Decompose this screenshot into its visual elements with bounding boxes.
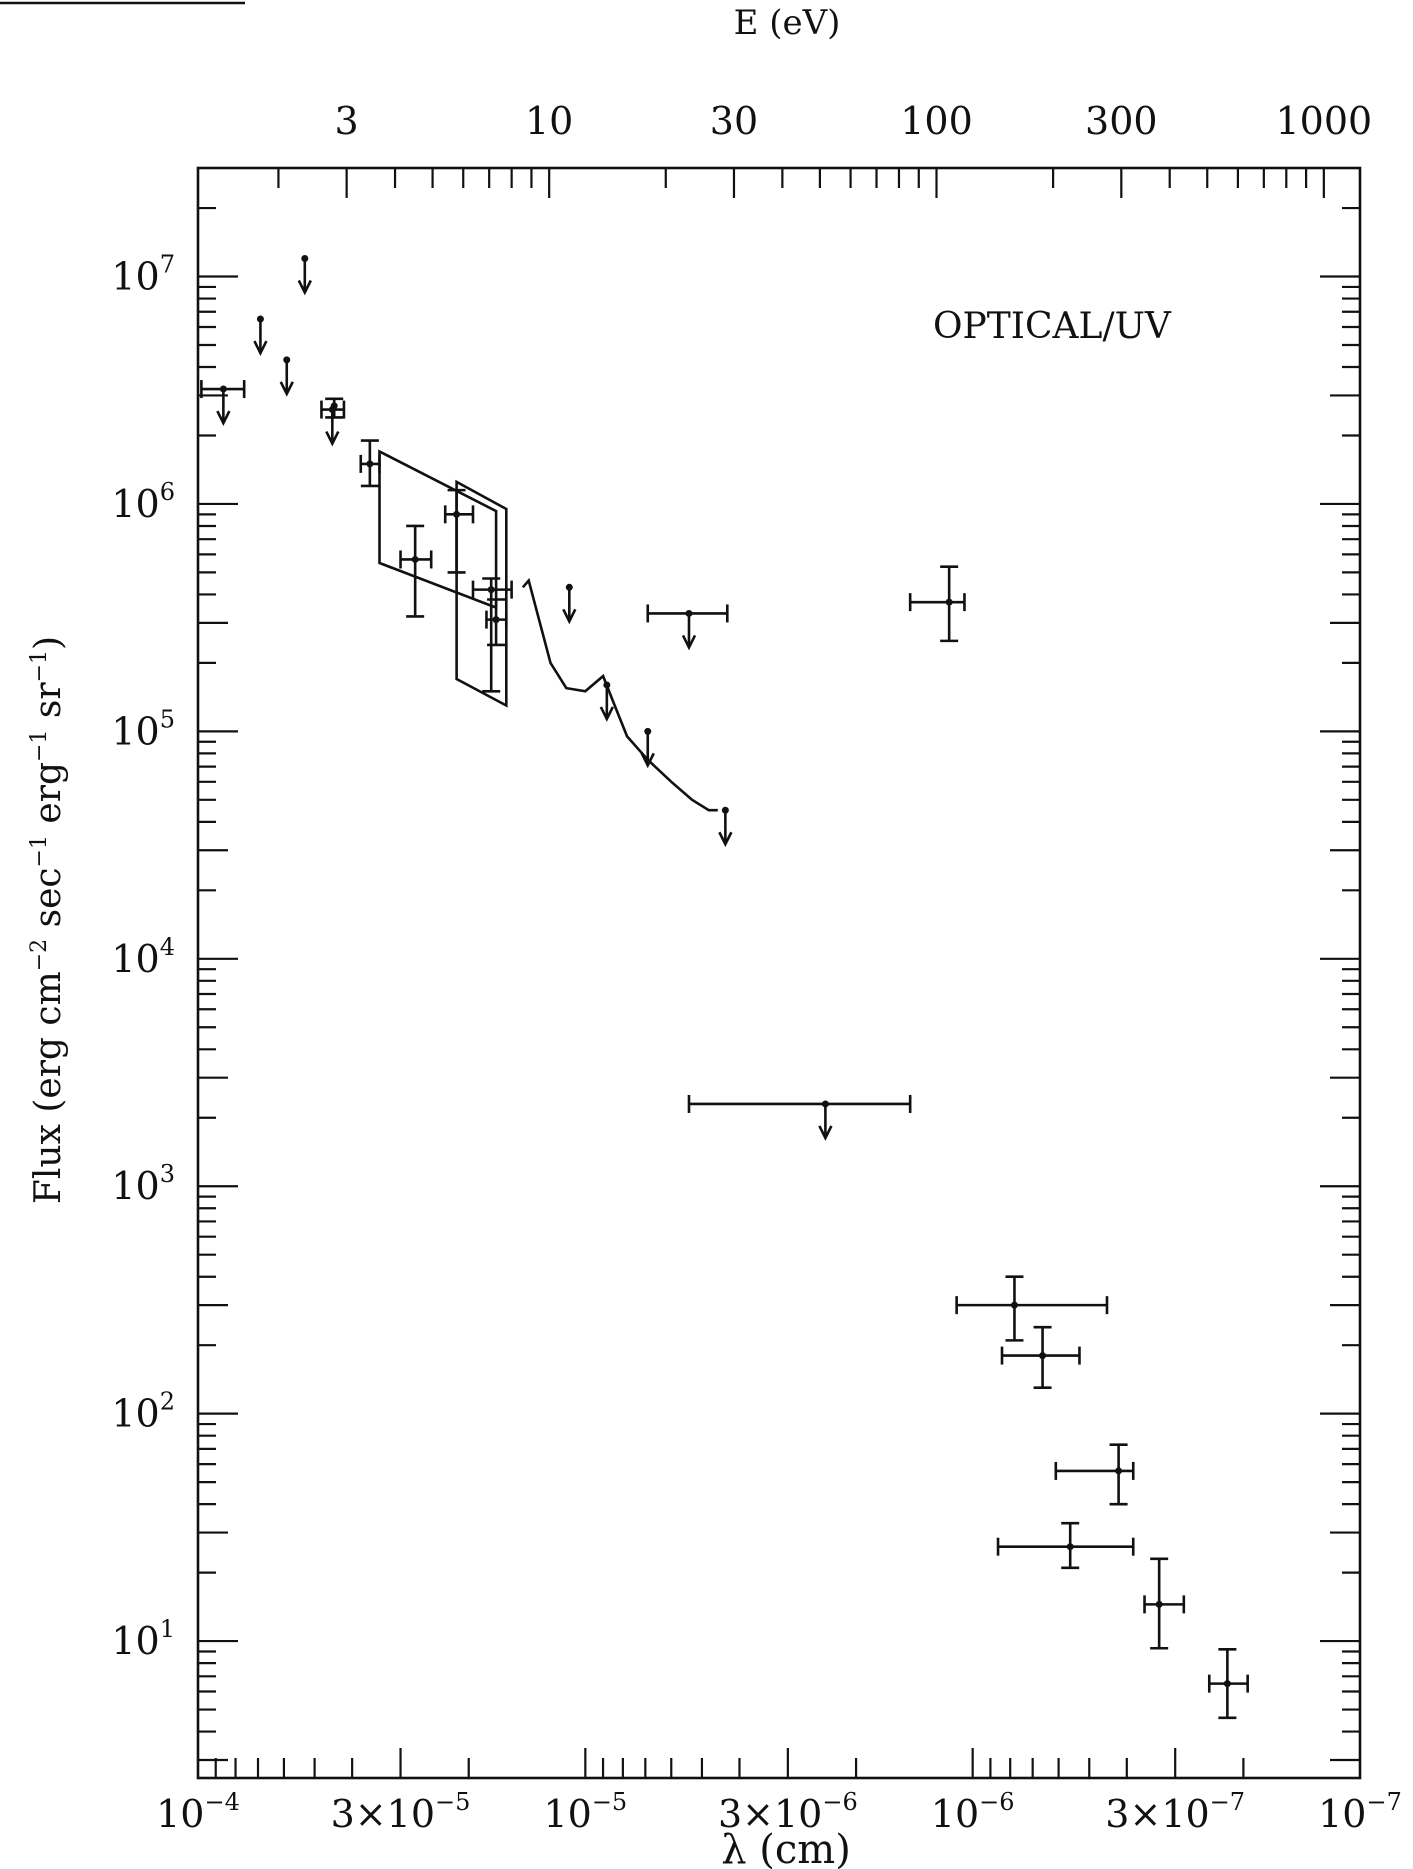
error-bar-point [996,1521,1135,1570]
limit-marker [644,727,652,735]
data-marker [487,586,495,594]
limit-arrow-head [562,608,577,625]
limit-marker [283,356,291,364]
error-bar-point [1000,1325,1081,1390]
y-tick-label: 101 [111,1615,175,1663]
x-tick-label: 3×10−5 [331,1788,471,1836]
plot-frame [196,166,1362,1780]
data-marker [945,598,953,606]
upper-limit [562,583,577,625]
flux-box [455,479,508,708]
y-axis-ticks [198,206,1360,1762]
data-marker [1039,1352,1047,1360]
limit-arrow-head [297,279,312,296]
error-bar-point [443,488,475,574]
top-tick-label: 300 [1085,99,1158,143]
spectrum-curve [521,577,718,812]
y-tick-label: 103 [111,1160,175,1208]
y-tick-label: 102 [111,1388,175,1436]
top-tick-labels: 3 10 30 100 300 1000 [335,99,1373,143]
limit-marker [256,315,264,323]
data-marker [453,510,461,518]
spectrum-line [521,577,718,812]
limit-marker [565,583,573,591]
data-marker [1115,1467,1123,1475]
limit-arrow-head [681,634,697,651]
error-bar-point [955,1275,1109,1342]
plot-border [196,166,1362,1780]
top-axis-title: E (eV) [734,3,841,43]
x-tick-labels: 10−4 3×10−5 10−5 3×10−6 10−6 3×10−7 10−7 [156,1788,1402,1836]
limit-marker [603,681,611,689]
upper-limit [200,380,246,426]
x-tick-label: 10−6 [931,1788,1015,1836]
y-tick-label: 105 [111,705,175,753]
chart-annotation: OPTICAL/UV [933,306,1172,347]
data-marker [1155,1600,1163,1608]
bottom-axis-ticks [214,1748,1245,1778]
top-tick-label: 100 [900,99,973,143]
limit-marker [328,406,336,414]
limit-marker [685,609,693,617]
top-tick-label: 30 [710,99,758,143]
error-bar-point [359,439,381,488]
limit-arrow-head [818,1125,833,1141]
y-tick-label: 104 [111,933,175,981]
error-bar-point [325,397,344,419]
y-tick-label: 107 [111,251,175,299]
top-axis-ticks [277,168,1325,198]
data-marker [1223,1680,1231,1688]
error-bar-point [1143,1557,1186,1650]
upper-limit [279,356,294,397]
top-tick-label: 3 [335,99,359,143]
y-tick-labels: 101 102 103 104 105 106 107 [111,251,175,1664]
upper-limit [687,1094,912,1141]
error-bar-point [471,577,513,693]
flux-box [378,449,498,610]
limit-arrow-head [640,752,655,769]
limit-arrow-head [599,706,614,722]
upper-limit [320,400,346,447]
upper-limit [297,255,312,296]
y-axis-title: Flux (erg cm−2 sec−1 erg−1 sr−1) [27,636,69,1204]
limit-marker [821,1100,829,1108]
x-tick-label: 10−7 [1318,1788,1402,1836]
x-tick-label: 10−4 [156,1788,240,1836]
limit-marker [301,255,309,263]
y-tick-label: 106 [111,478,175,526]
upper-limit [599,681,614,722]
upper-limit [253,315,268,356]
x-tick-label: 3×10−6 [718,1788,858,1836]
error-bar-point [908,565,966,643]
limit-arrow-head [718,831,733,848]
data-marker [1066,1543,1074,1551]
x-tick-label: 10−5 [543,1788,627,1836]
data-marker [411,555,419,563]
data-marker [366,460,374,468]
upper-limit [640,727,655,769]
error-bar-point [399,524,433,618]
x-axis-title: λ (cm) [721,1827,851,1869]
limit-arrow-head [216,410,231,426]
upper-limit [718,806,733,848]
top-tick-label: 10 [525,99,573,143]
upper-limits [200,255,912,1141]
top-tick-label: 1000 [1275,99,1372,143]
x-tick-label: 3×10−7 [1105,1788,1245,1836]
data-marker [1010,1301,1018,1309]
limit-arrow-head [279,381,294,397]
upper-limit [646,604,729,651]
error-bar-point [1054,1443,1135,1506]
limit-arrow-head [253,340,268,356]
data-points [325,397,1249,1720]
error-bar-point [485,598,508,647]
limit-arrow-head [325,430,340,447]
limit-marker [721,806,729,814]
error-bar-point [1207,1648,1249,1720]
data-marker [492,616,500,624]
limit-marker [219,385,227,393]
